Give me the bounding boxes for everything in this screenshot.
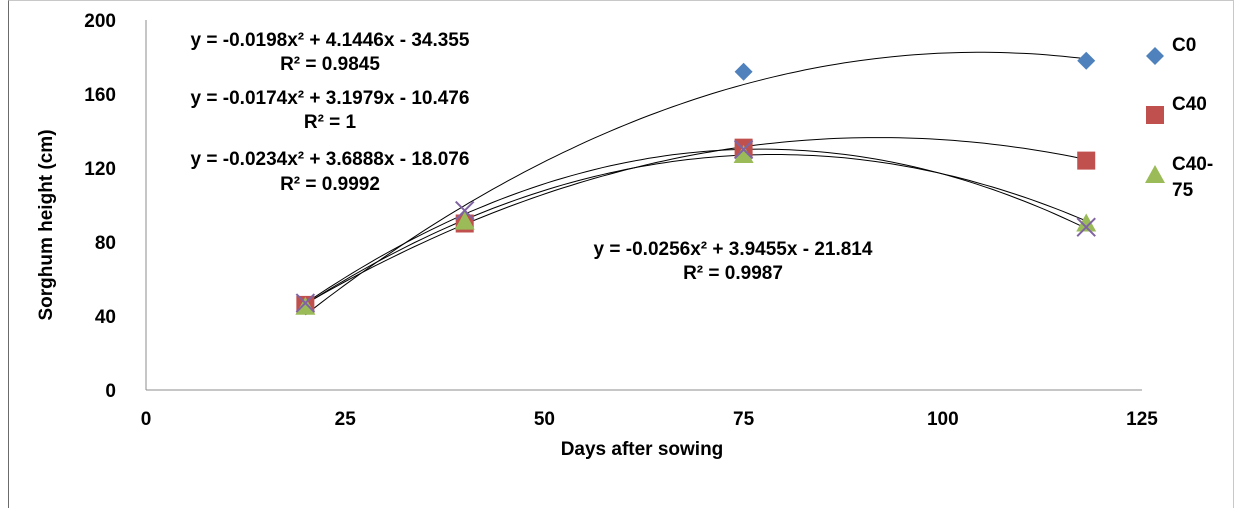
trendline-2 <box>305 137 1087 305</box>
data-point-series-4 <box>1076 217 1096 237</box>
data-point-series-4 <box>295 293 316 313</box>
x-axis-title: Days after sowing <box>561 439 724 460</box>
equation-c40: y = -0.0174x² + 3.1979x - 10.476 <box>191 88 470 109</box>
trendline-1 <box>305 51 1087 316</box>
x-tick-label: 50 <box>534 409 555 430</box>
equation-series-4: y = -0.0256x² + 3.9455x - 21.814 <box>594 239 873 260</box>
r2-c40-75: R² = 0.9992 <box>280 174 380 195</box>
legend-label-3: 75 <box>1172 180 1194 201</box>
trendlines <box>305 51 1087 316</box>
data-point-series-4 <box>455 200 475 221</box>
data-markers <box>295 51 1097 315</box>
y-tick-label: 80 <box>95 233 116 254</box>
x-axis-ticks: 0 25 50 75 100 125 <box>141 409 1159 430</box>
legend-marker-3 <box>1145 165 1165 183</box>
equation-c40-75: y = -0.0234x² + 3.6888x - 18.076 <box>191 149 470 170</box>
x-tick-label: 0 <box>141 409 152 430</box>
trendline-3 <box>305 154 1087 305</box>
x-tick-label: 100 <box>927 409 959 430</box>
trendline-equations: y = -0.0198x² + 4.1446x - 34.355 R² = 0.… <box>191 30 873 284</box>
data-point-series-4 <box>733 139 754 160</box>
data-point-series-4-stroke-b <box>295 293 316 313</box>
trendline-4 <box>305 148 1087 304</box>
data-point-series-4-stroke-b <box>455 200 475 221</box>
data-point-series-3 <box>733 145 754 164</box>
legend-marker-1 <box>1146 47 1164 65</box>
data-point-series-3 <box>454 211 475 230</box>
y-axis-ticks: 0 40 80 120 160 200 <box>84 11 116 402</box>
data-point-series-1 <box>1077 51 1096 70</box>
equation-c0: y = -0.0198x² + 4.1446x - 34.355 <box>191 30 470 51</box>
data-point-series-4-stroke-b <box>733 139 754 160</box>
x-tick-label: 75 <box>733 409 755 430</box>
x-tick-label: 125 <box>1126 409 1158 430</box>
y-tick-label: 200 <box>84 11 116 32</box>
plot-area: 0 40 80 120 160 200 0 25 50 75 100 125 <box>84 11 1158 430</box>
data-point-series-3 <box>295 296 316 315</box>
r2-c0: R² = 0.9845 <box>280 54 380 75</box>
legend: C0 C40 C40- 75 <box>1145 35 1213 201</box>
legend-marker-2 <box>1146 106 1164 124</box>
legend-label-1: C0 <box>1172 35 1196 56</box>
data-point-series-4-stroke-b <box>1076 217 1096 237</box>
x-tick-label: 25 <box>335 409 357 430</box>
r2-series-4: R² = 0.9987 <box>683 263 783 284</box>
y-tick-label: 40 <box>95 307 116 328</box>
y-tick-label: 160 <box>84 85 116 106</box>
data-point-series-1 <box>734 62 753 81</box>
data-point-series-3 <box>1076 213 1097 232</box>
data-point-series-2 <box>1077 151 1096 170</box>
y-axis-title: Sorghum height (cm) <box>36 129 57 320</box>
y-tick-label: 0 <box>105 381 116 402</box>
y-tick-label: 120 <box>84 159 116 180</box>
legend-label-2: C40 <box>1172 94 1207 115</box>
r2-c40: R² = 1 <box>304 112 357 133</box>
chart-frame <box>8 0 1234 508</box>
legend-label-3: C40- <box>1172 154 1213 175</box>
